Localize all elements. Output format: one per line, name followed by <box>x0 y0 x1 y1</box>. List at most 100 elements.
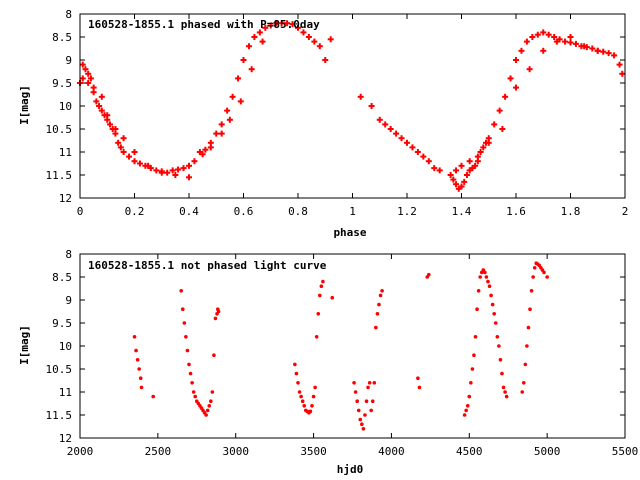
y-tick-label: 12 <box>59 432 72 445</box>
data-point <box>226 116 233 123</box>
data-point <box>540 47 547 54</box>
data-point <box>289 21 296 28</box>
data-point <box>367 381 372 385</box>
data-point <box>531 275 535 279</box>
data-point <box>489 293 493 298</box>
data-point <box>209 399 213 404</box>
x-tick-label: 2 <box>622 205 629 218</box>
data-point <box>529 289 534 293</box>
data-point <box>297 390 302 394</box>
data-point <box>360 422 364 427</box>
data-point <box>378 293 383 298</box>
data-point <box>467 394 472 399</box>
data-point <box>82 66 89 73</box>
data-point <box>93 98 100 105</box>
data-point <box>616 61 623 68</box>
chart-title-top: 160528-1855.1 phased with P=85.0day <box>88 18 320 31</box>
data-point <box>368 103 375 109</box>
data-point <box>404 139 410 146</box>
data-point <box>496 107 503 114</box>
data-point <box>377 302 381 307</box>
data-point <box>472 353 476 358</box>
y-axis-label-bottom: I[mag] <box>18 325 31 365</box>
data-point <box>126 153 133 160</box>
data-point <box>98 93 105 100</box>
data-point <box>218 130 225 137</box>
data-point <box>474 153 481 160</box>
data-point <box>499 126 506 132</box>
data-point <box>184 335 188 339</box>
data-point <box>355 399 359 404</box>
data-point <box>316 312 321 316</box>
data-point <box>619 70 626 77</box>
data-point <box>205 408 210 413</box>
data-point <box>427 272 431 277</box>
data-point <box>605 50 612 57</box>
data-point <box>542 270 546 275</box>
data-point <box>409 144 416 151</box>
data-point <box>185 348 190 353</box>
data-point <box>256 29 263 36</box>
data-point <box>305 34 312 40</box>
data-point <box>523 362 528 367</box>
data-point <box>136 160 143 167</box>
y-tick-label: 9.5 <box>52 317 72 330</box>
data-point <box>513 57 519 63</box>
data-point <box>262 24 269 31</box>
x-axis-label-top: phase <box>333 226 366 239</box>
data-point <box>431 165 438 172</box>
data-point <box>436 167 443 174</box>
data-point <box>308 409 313 414</box>
data-point <box>532 266 537 270</box>
data-point <box>229 93 236 100</box>
x-tick-label: 3000 <box>222 445 249 458</box>
data-point <box>498 358 503 362</box>
data-point <box>358 417 363 422</box>
data-point <box>259 38 266 45</box>
data-point <box>224 107 231 114</box>
plot-frame-bottom <box>79 253 626 439</box>
data-point <box>237 98 244 105</box>
data-point <box>520 390 525 394</box>
data-point <box>369 408 373 413</box>
x-tick-label: 1.6 <box>506 205 526 218</box>
data-point <box>311 38 318 45</box>
data-point <box>545 275 549 279</box>
x-tick-label: 0.8 <box>288 205 308 218</box>
data-point <box>293 362 297 367</box>
data-point <box>79 61 86 68</box>
data-point <box>476 289 481 293</box>
data-point <box>420 153 427 160</box>
data-point <box>453 167 460 174</box>
data-point <box>361 427 366 431</box>
data-point <box>462 413 467 417</box>
data-point <box>518 47 525 54</box>
data-point <box>553 38 560 45</box>
data-point <box>311 394 316 399</box>
data-point <box>366 385 370 390</box>
data-point <box>372 381 377 385</box>
x-tick-label: 0.2 <box>125 205 145 218</box>
data-point <box>540 29 547 36</box>
data-point <box>90 84 97 91</box>
data-point <box>363 413 367 417</box>
y-tick-label: 11 <box>59 386 72 399</box>
data-point <box>356 408 361 413</box>
data-point <box>507 75 514 82</box>
data-point <box>521 381 526 385</box>
data-point <box>96 103 103 109</box>
data-point <box>387 126 394 132</box>
data-point <box>218 121 225 128</box>
data-point <box>106 121 113 128</box>
data-point <box>190 381 194 385</box>
plot-frame-top <box>79 13 626 199</box>
x-tick-label: 1.2 <box>397 205 417 218</box>
data-point <box>318 293 322 298</box>
y-tick-label: 8.5 <box>52 271 72 284</box>
data-point <box>466 158 473 165</box>
data-point <box>534 31 541 38</box>
data-point <box>572 40 579 47</box>
y-tick-label: 8 <box>65 248 72 261</box>
data-point <box>501 385 506 390</box>
data-point <box>486 279 490 284</box>
